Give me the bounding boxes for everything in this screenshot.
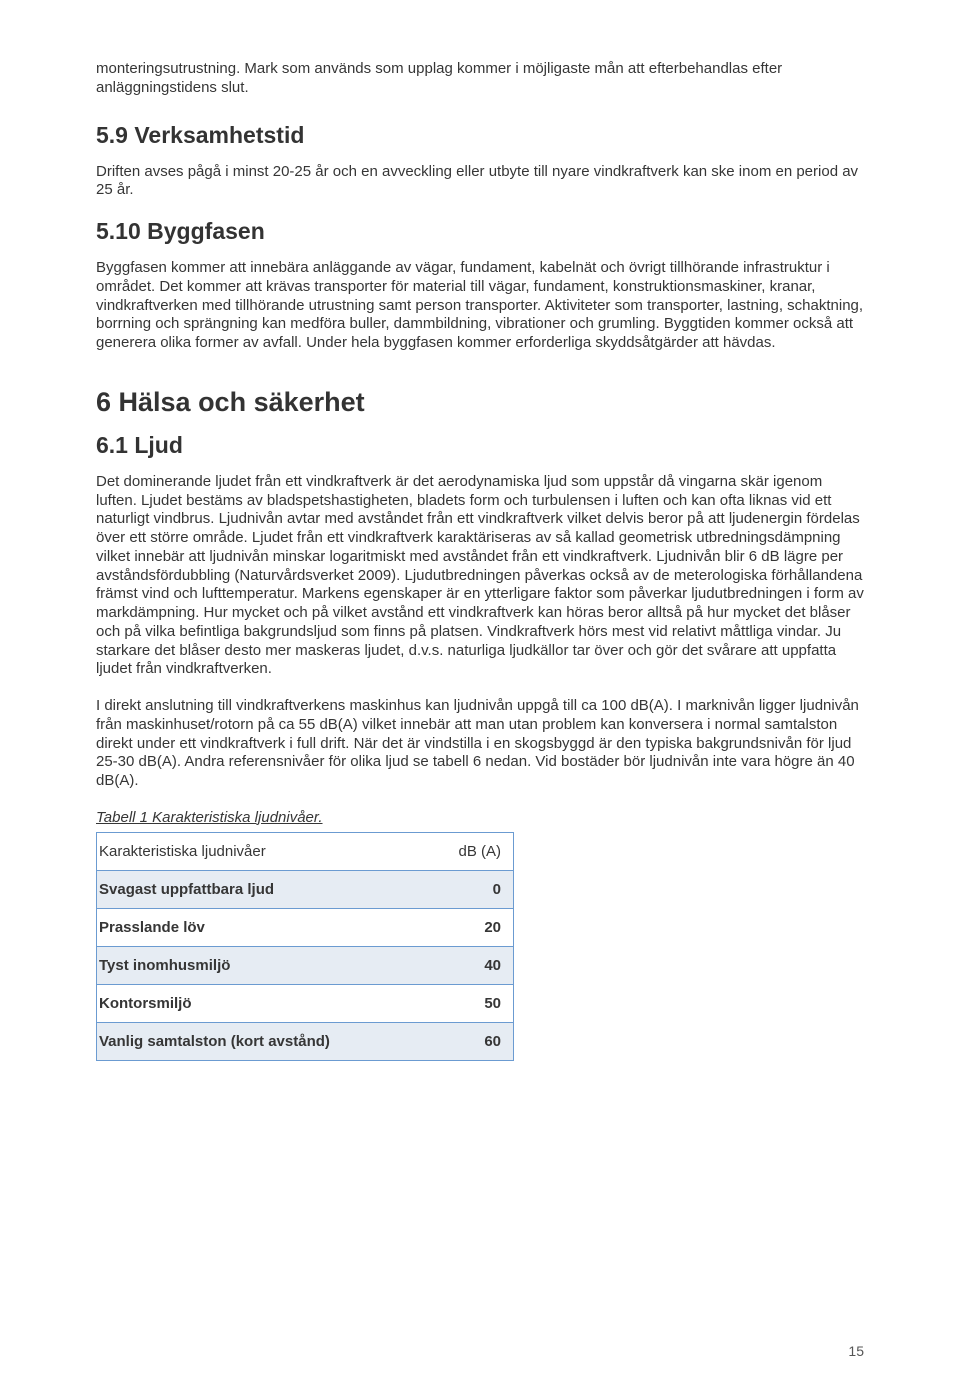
- table-header-row: Karakteristiska ljudnivåer dB (A): [97, 832, 514, 870]
- table-cell-value: 0: [434, 870, 514, 908]
- paragraph-6-1-a: Det dominerande ljudet från ett vindkraf…: [96, 473, 864, 679]
- page-number: 15: [848, 1343, 864, 1359]
- sound-levels-table: Karakteristiska ljudnivåer dB (A) Svagas…: [96, 832, 514, 1061]
- table-cell-label: Vanlig samtalston (kort avstånd): [97, 1022, 434, 1060]
- heading-5-10: 5.10 Byggfasen: [96, 218, 864, 245]
- table-header-label: Karakteristiska ljudnivåer: [97, 832, 434, 870]
- table-caption: Tabell 1 Karakteristiska ljudnivåer.: [96, 809, 864, 826]
- table-row: Svagast uppfattbara ljud 0: [97, 870, 514, 908]
- document-page: monteringsutrustning. Mark som används s…: [0, 0, 960, 1393]
- heading-6-1: 6.1 Ljud: [96, 432, 864, 459]
- table-row: Tyst inomhusmiljö 40: [97, 946, 514, 984]
- heading-5-9: 5.9 Verksamhetstid: [96, 122, 864, 149]
- table-cell-value: 60: [434, 1022, 514, 1060]
- table-cell-label: Prasslande löv: [97, 908, 434, 946]
- table-cell-label: Svagast uppfattbara ljud: [97, 870, 434, 908]
- table-row: Prasslande löv 20: [97, 908, 514, 946]
- table-cell-label: Kontorsmiljö: [97, 984, 434, 1022]
- table-cell-value: 40: [434, 946, 514, 984]
- paragraph-5-10: Byggfasen kommer att innebära anläggande…: [96, 259, 864, 353]
- table-row: Vanlig samtalston (kort avstånd) 60: [97, 1022, 514, 1060]
- table-cell-value: 20: [434, 908, 514, 946]
- table-row: Kontorsmiljö 50: [97, 984, 514, 1022]
- table-cell-label: Tyst inomhusmiljö: [97, 946, 434, 984]
- table-cell-value: 50: [434, 984, 514, 1022]
- table-header-value: dB (A): [434, 832, 514, 870]
- intro-paragraph: monteringsutrustning. Mark som används s…: [96, 60, 864, 98]
- paragraph-6-1-b: I direkt anslutning till vindkraftverken…: [96, 697, 864, 791]
- heading-6: 6 Hälsa och säkerhet: [96, 387, 864, 418]
- paragraph-5-9: Driften avses pågå i minst 20-25 år och …: [96, 163, 864, 201]
